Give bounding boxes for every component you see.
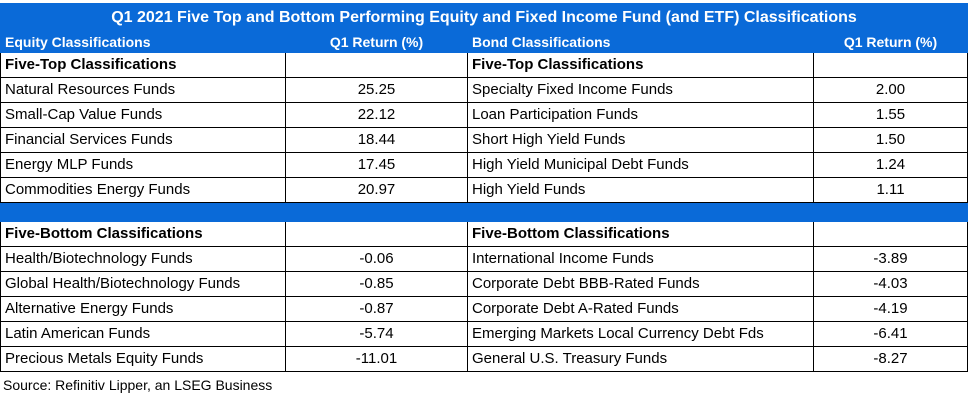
bond-return-cell: 2.00: [812, 77, 968, 103]
empty-cell: [812, 221, 968, 247]
equity-return-cell: -0.06: [285, 246, 468, 272]
equity-return-cell: 20.97: [285, 177, 468, 203]
bond-return-cell: 1.50: [812, 127, 968, 153]
section-divider: [0, 202, 968, 222]
table-row: Precious Metals Equity Funds -11.01 Genera…: [0, 346, 968, 372]
bond-classification-cell: Specialty Fixed Income Funds: [467, 77, 814, 103]
top-bond-label: Five-Top Classifications: [467, 52, 814, 78]
equity-classification-cell: Natural Resources Funds: [0, 77, 286, 103]
equity-classification-cell: Financial Services Funds: [0, 127, 286, 153]
table-title: Q1 2021 Five Top and Bottom Performing E…: [0, 3, 968, 32]
bond-return-cell: 1.55: [812, 102, 968, 128]
bond-classification-cell: Loan Participation Funds: [467, 102, 814, 128]
empty-cell: [285, 52, 468, 78]
equity-classification-cell: Small-Cap Value Funds: [0, 102, 286, 128]
bond-return-cell: 1.24: [812, 152, 968, 178]
equity-classification-cell: Energy MLP Funds: [0, 152, 286, 178]
equity-return-cell: -0.85: [285, 271, 468, 297]
bond-classification-cell: General U.S. Treasury Funds: [467, 346, 814, 372]
bond-return-cell: 1.11: [812, 177, 968, 203]
table-row: Energy MLP Funds 17.45 High Yield Municipa…: [0, 152, 968, 178]
equity-classification-cell: Health/Biotechnology Funds: [0, 246, 286, 272]
column-header-row: Equity Classifications Q1 Return (%) Bon…: [0, 31, 968, 53]
equity-classification-cell: Global Health/Biotechnology Funds: [0, 271, 286, 297]
top-equity-label: Five-Top Classifications: [0, 52, 286, 78]
table-row: Latin American Funds -5.74 Emerging Market…: [0, 321, 968, 347]
bond-return-cell: -8.27: [812, 346, 968, 372]
table-row: Financial Services Funds 18.44 Short High …: [0, 127, 968, 153]
empty-cell: [812, 52, 968, 78]
equity-return-cell: -0.87: [285, 296, 468, 322]
bond-classification-cell: Corporate Debt A-Rated Funds: [467, 296, 814, 322]
table-row: Natural Resources Funds 25.25 Specialty Fi…: [0, 77, 968, 103]
equity-classification-cell: Alternative Energy Funds: [0, 296, 286, 322]
bond-classification-cell: Short High Yield Funds: [467, 127, 814, 153]
equity-classification-cell: Latin American Funds: [0, 321, 286, 347]
bond-classification-cell: Emerging Markets Local Currency Debt Fds: [467, 321, 814, 347]
top-section-header-row: Five-Top Classifications Five-Top Classi…: [0, 52, 968, 78]
bottom-bond-label: Five-Bottom Classifications: [467, 221, 814, 247]
source-note: Source: Refinitiv Lipper, an LSEG Busine…: [3, 377, 273, 393]
bottom-equity-label: Five-Bottom Classifications: [0, 221, 286, 247]
bond-classification-cell: Corporate Debt BBB-Rated Funds: [467, 271, 814, 297]
equity-return-cell: -5.74: [285, 321, 468, 347]
equity-return-cell: 17.45: [285, 152, 468, 178]
divider-bar: [0, 202, 968, 222]
bond-classification-cell: International Income Funds: [467, 246, 814, 272]
bond-return-cell: -6.41: [812, 321, 968, 347]
table-row: Commodities Energy Funds 20.97 High Yield …: [0, 177, 968, 203]
equity-return-cell: 22.12: [285, 102, 468, 128]
equity-header: Equity Classifications: [0, 31, 286, 53]
bond-header: Bond Classifications: [467, 31, 814, 53]
equity-classification-cell: Precious Metals Equity Funds: [0, 346, 286, 372]
table-row: Global Health/Biotechnology Funds -0.85 Co…: [0, 271, 968, 297]
table-title-row: Q1 2021 Five Top and Bottom Performing E…: [0, 3, 968, 32]
equity-return-cell: 18.44: [285, 127, 468, 153]
bond-return-cell: -4.19: [812, 296, 968, 322]
bond-classification-cell: High Yield Municipal Debt Funds: [467, 152, 814, 178]
equity-classification-cell: Commodities Energy Funds: [0, 177, 286, 203]
table-row: Health/Biotechnology Funds -0.06 Internati…: [0, 246, 968, 272]
table-row: Small-Cap Value Funds 22.12 Loan Participa…: [0, 102, 968, 128]
table-row: Alternative Energy Funds -0.87 Corporate D…: [0, 296, 968, 322]
bond-classification-cell: High Yield Funds: [467, 177, 814, 203]
equity-return-header: Q1 Return (%): [285, 31, 468, 53]
fund-classification-table: Q1 2021 Five Top and Bottom Performing E…: [0, 3, 968, 372]
top-rows: Natural Resources Funds 25.25 Specialty Fi…: [0, 77, 968, 203]
bond-return-cell: -4.03: [812, 271, 968, 297]
empty-cell: [285, 221, 468, 247]
bottom-section-header-row: Five-Bottom Classifications Five-Bottom …: [0, 221, 968, 247]
bottom-rows: Health/Biotechnology Funds -0.06 Internati…: [0, 246, 968, 372]
equity-return-cell: -11.01: [285, 346, 468, 372]
equity-return-cell: 25.25: [285, 77, 468, 103]
bond-return-header: Q1 Return (%): [812, 31, 968, 53]
bond-return-cell: -3.89: [812, 246, 968, 272]
